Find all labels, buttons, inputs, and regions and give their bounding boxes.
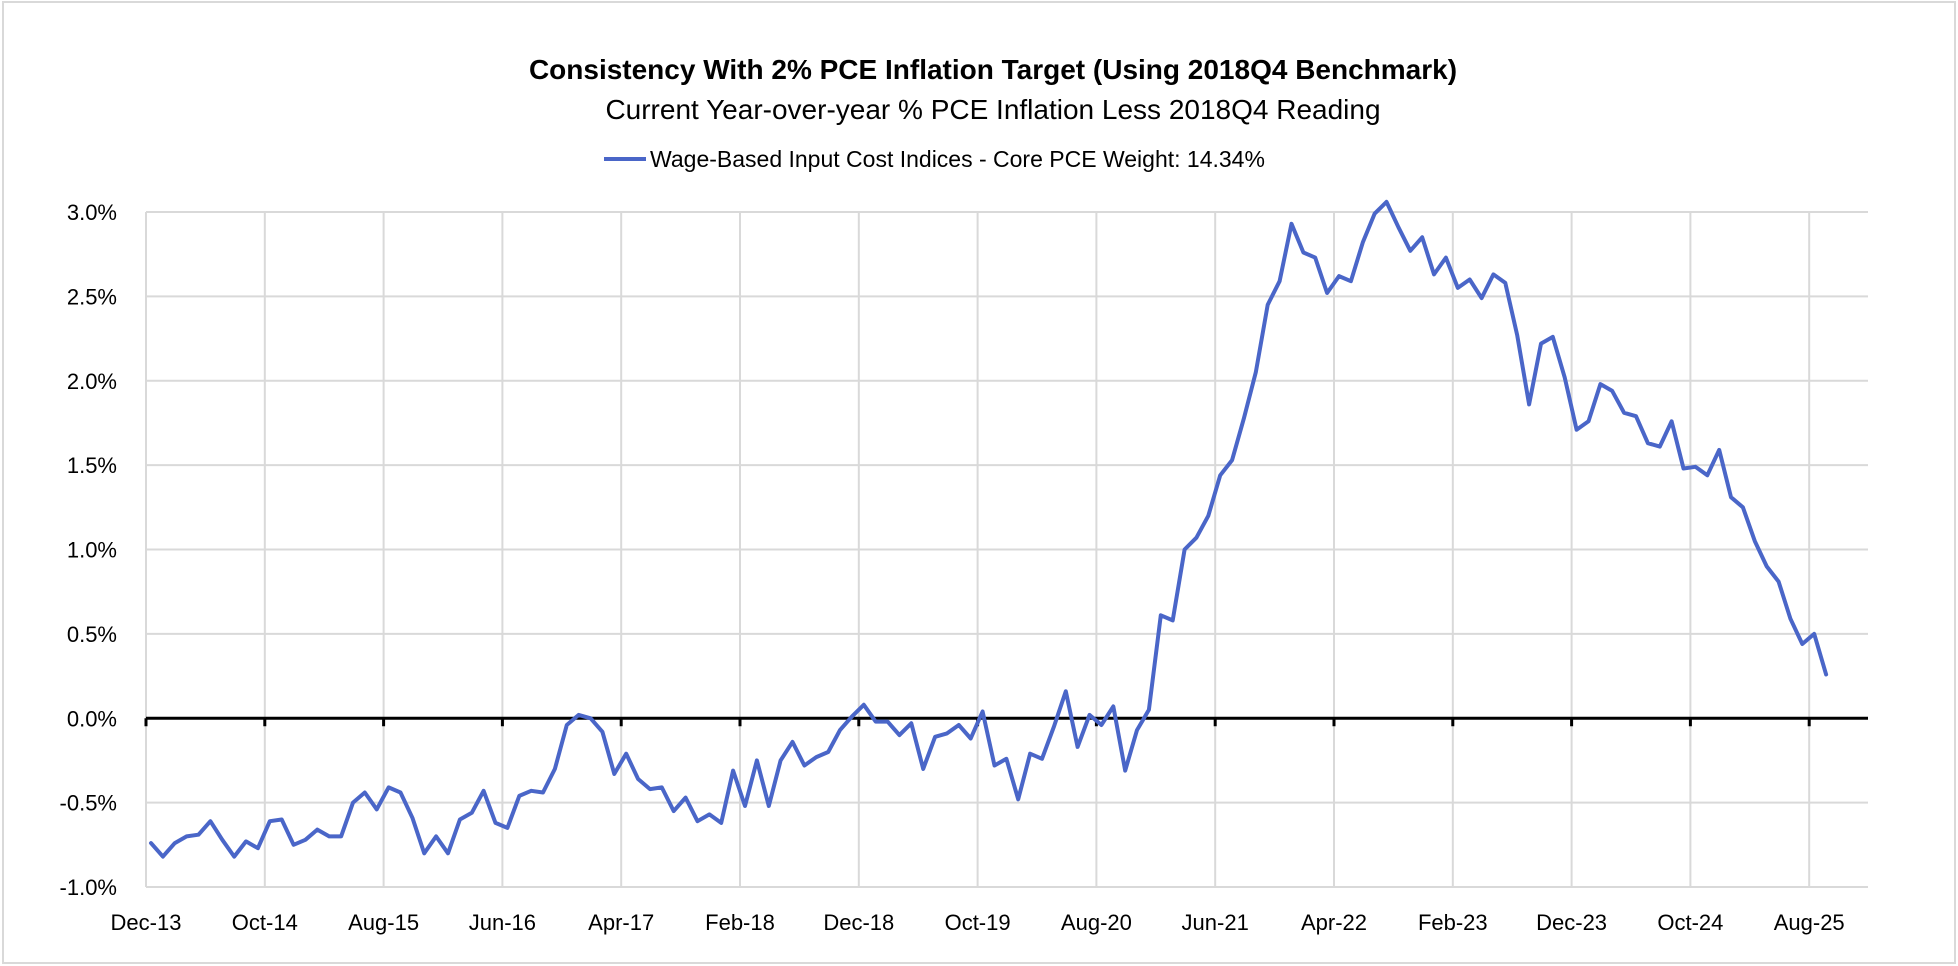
x-tick-label: Aug-20 [1061,910,1132,935]
x-tick-label: Jun-16 [469,910,536,935]
y-axis: -1.0% -0.5% 0.0% 0.5% 1.0% 1.5% 2.0% 2.5% 3.0% [60,200,117,900]
y-tick-label: 1.0% [67,538,117,563]
gridlines [145,211,1868,888]
x-axis: Dec-13 Oct-14 Aug-15 Jun-16 Apr-17 Feb-18 Dec-… [111,716,1868,935]
chart-title: Consistency With 2% PCE Inflation Target… [529,54,1457,85]
x-tick-label: Feb-18 [705,910,775,935]
x-tick-label: Apr-17 [588,910,654,935]
x-tick-label: Apr-22 [1301,910,1367,935]
x-tick-label: Jun-21 [1182,910,1249,935]
y-tick-label: 1.5% [67,453,117,478]
x-tick-label: Dec-18 [823,910,894,935]
x-tick-label: Aug-15 [348,910,419,935]
x-tick-label: Oct-19 [945,910,1011,935]
y-tick-label: 2.5% [67,284,117,309]
chart-subtitle: Current Year-over-year % PCE Inflation L… [605,94,1380,125]
y-tick-label: -0.5% [60,791,117,816]
x-tick-label: Dec-23 [1536,910,1607,935]
legend: Wage-Based Input Cost Indices - Core PCE… [604,146,1265,172]
y-tick-label: -1.0% [60,875,117,900]
x-tick-label: Dec-13 [111,910,182,935]
y-tick-label: 0.0% [67,706,117,731]
x-tick-label: Aug-25 [1774,910,1845,935]
y-tick-label: 2.0% [67,369,117,394]
series-group [149,199,1829,859]
y-tick-label: 0.5% [67,622,117,647]
y-tick-label: 3.0% [67,200,117,225]
legend-label: Wage-Based Input Cost Indices - Core PCE… [650,146,1265,172]
x-tick-label: Oct-14 [232,910,298,935]
x-tick-label: Feb-23 [1418,910,1488,935]
x-tick-label: Oct-24 [1657,910,1723,935]
series-line [149,199,1829,859]
